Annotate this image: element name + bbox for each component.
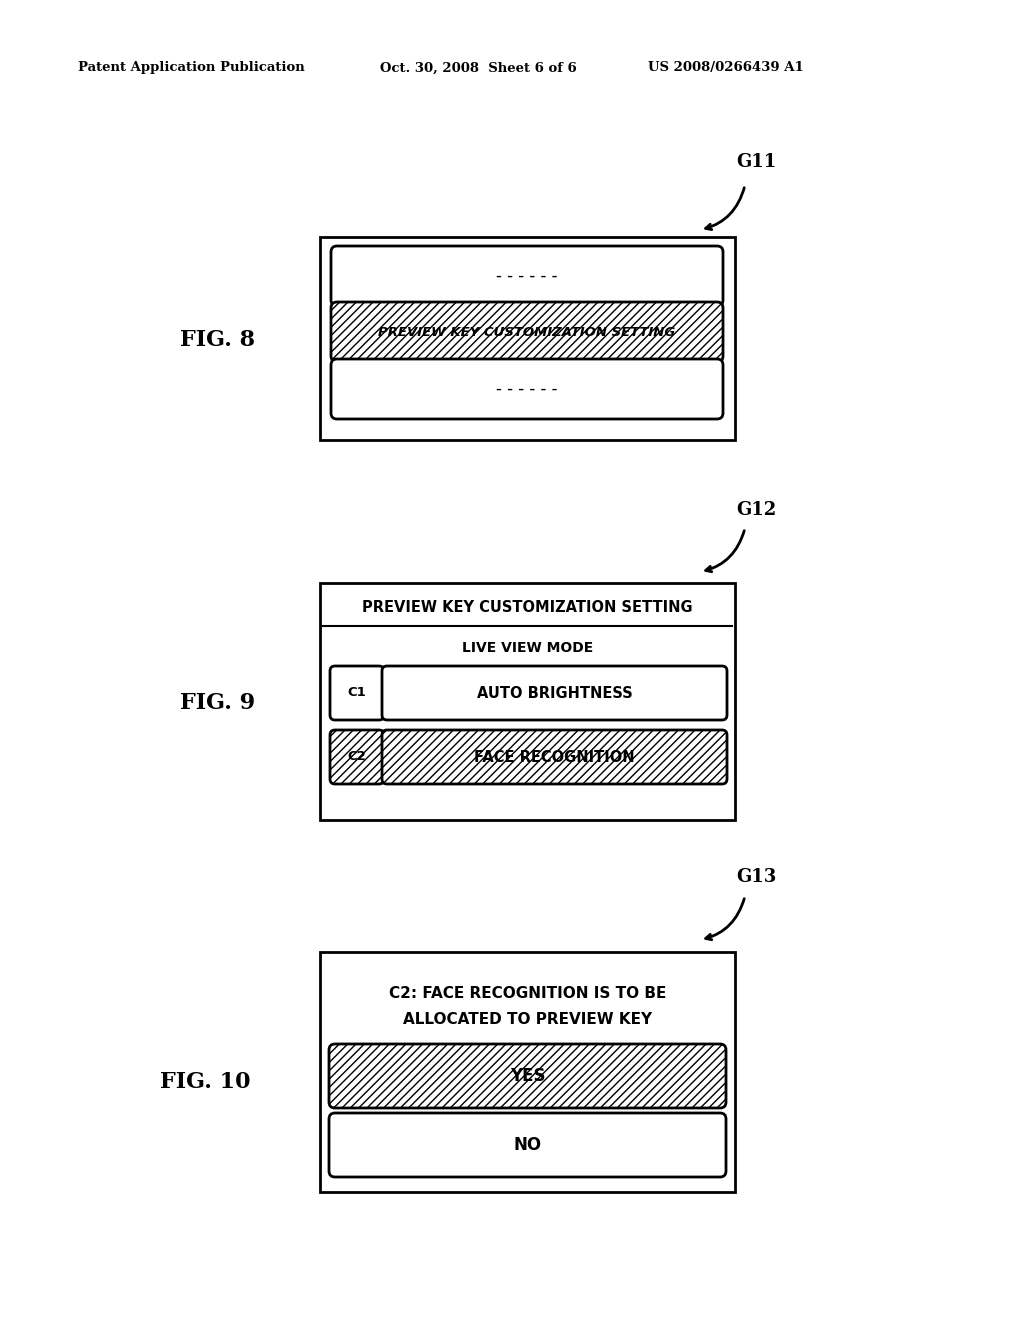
FancyBboxPatch shape	[329, 1044, 726, 1107]
Text: - - - - - -: - - - - - -	[497, 267, 558, 285]
FancyBboxPatch shape	[331, 359, 723, 418]
Text: Patent Application Publication: Patent Application Publication	[78, 62, 305, 74]
Bar	[319, 952, 735, 1192]
Text: LIVE VIEW MODE: LIVE VIEW MODE	[462, 642, 593, 655]
Bar	[319, 583, 735, 820]
Text: C2: C2	[347, 751, 367, 763]
Text: ALLOCATED TO PREVIEW KEY: ALLOCATED TO PREVIEW KEY	[402, 1012, 652, 1027]
Text: YES: YES	[510, 1067, 545, 1085]
Text: - - - - - -: - - - - - -	[497, 380, 558, 399]
FancyBboxPatch shape	[330, 730, 384, 784]
FancyBboxPatch shape	[331, 246, 723, 306]
Text: C2: FACE RECOGNITION IS TO BE: C2: FACE RECOGNITION IS TO BE	[389, 986, 667, 1002]
Text: PREVIEW KEY CUSTOMIZATION SETTING: PREVIEW KEY CUSTOMIZATION SETTING	[379, 326, 676, 338]
FancyBboxPatch shape	[329, 1113, 726, 1177]
FancyBboxPatch shape	[382, 730, 727, 784]
Text: FIG. 8: FIG. 8	[180, 329, 255, 351]
Text: FIG. 9: FIG. 9	[180, 692, 255, 714]
Text: G12: G12	[736, 502, 776, 519]
Text: C1: C1	[347, 686, 367, 700]
Text: NO: NO	[513, 1137, 542, 1154]
Text: FIG. 10: FIG. 10	[160, 1071, 251, 1093]
Text: FACE RECOGNITION: FACE RECOGNITION	[474, 750, 635, 764]
FancyBboxPatch shape	[330, 667, 384, 719]
Text: AUTO BRIGHTNESS: AUTO BRIGHTNESS	[476, 685, 633, 701]
Text: PREVIEW KEY CUSTOMIZATION SETTING: PREVIEW KEY CUSTOMIZATION SETTING	[362, 601, 693, 615]
Text: Oct. 30, 2008  Sheet 6 of 6: Oct. 30, 2008 Sheet 6 of 6	[380, 62, 577, 74]
Text: G13: G13	[736, 869, 776, 886]
Text: G11: G11	[736, 153, 776, 172]
Text: US 2008/0266439 A1: US 2008/0266439 A1	[648, 62, 804, 74]
Bar	[319, 238, 735, 440]
FancyBboxPatch shape	[331, 302, 723, 362]
FancyBboxPatch shape	[382, 667, 727, 719]
